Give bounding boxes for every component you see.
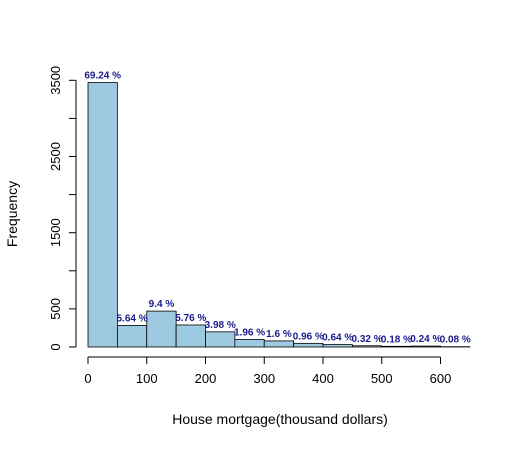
- y-tick-label: 1500: [48, 218, 63, 247]
- x-axis-title: House mortgage(thousand dollars): [172, 411, 388, 427]
- y-tick-label: 0: [48, 343, 63, 350]
- histogram-bar: [264, 341, 293, 347]
- bar-percent-label: 0.18 %: [381, 334, 412, 345]
- data-labels-layer: 69.24 % 5.64 %9.4 %5.76 %3.98 %1.96 %1.6 …: [84, 71, 471, 346]
- y-axis: 0 500 1500 2500 3500: [48, 66, 76, 351]
- x-tick-label: 500: [371, 371, 393, 386]
- histogram-bar: [352, 346, 381, 347]
- x-tick-label: 200: [195, 371, 217, 386]
- y-tick-label: 2500: [48, 142, 63, 171]
- bars-layer: [88, 83, 470, 347]
- x-tick-label: 300: [253, 371, 275, 386]
- histogram-bar: [382, 346, 411, 347]
- bar-percent-label: 9.4 %: [149, 299, 175, 310]
- bar-percent-label: 5.64 %: [116, 313, 147, 324]
- histogram-bar: [147, 311, 176, 347]
- x-tick-label: 0: [84, 371, 91, 386]
- histogram-bar: [411, 346, 440, 347]
- bar-percent-label: 1.6 %: [266, 329, 292, 340]
- x-tick-label: 100: [136, 371, 158, 386]
- bar-percent-label: 0.24 %: [410, 334, 441, 345]
- bar-percent-label: 3.98 %: [205, 320, 236, 331]
- bar-percent-label: 0.64 %: [322, 333, 353, 344]
- y-axis-title: Frequency: [4, 181, 20, 247]
- bar-percent-label: 0.96 %: [293, 331, 324, 342]
- histogram-bar: [117, 325, 146, 347]
- histogram-bar: [88, 83, 117, 347]
- bar-percent-label: 0.08 %: [440, 335, 471, 346]
- bar-percent-label: 0.32 %: [351, 334, 382, 345]
- y-tick-label: 3500: [48, 66, 63, 95]
- histogram-bar: [176, 325, 205, 347]
- histogram-bar: [206, 332, 235, 347]
- x-tick-label: 600: [430, 371, 452, 386]
- y-tick-label: 500: [48, 298, 63, 320]
- bar-percent-label: 1.96 %: [234, 328, 265, 339]
- bar-percent-label: 69.24 %: [84, 71, 121, 82]
- x-tick-label: 400: [312, 371, 334, 386]
- histogram-bar: [323, 345, 352, 347]
- bar-percent-label: 5.76 %: [175, 313, 206, 324]
- histogram-bar: [235, 340, 264, 347]
- x-axis: 0 100 200 300 400 500 600: [84, 357, 451, 386]
- histogram-bar: [294, 343, 323, 347]
